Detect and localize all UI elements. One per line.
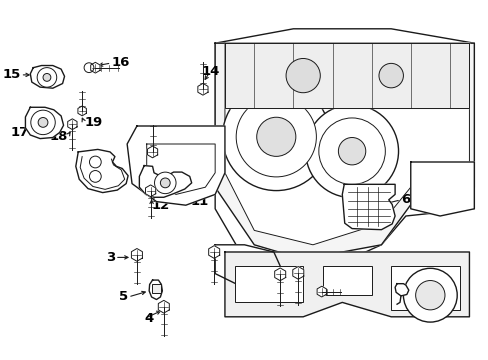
Text: 17: 17: [10, 126, 28, 139]
Text: 16: 16: [111, 57, 130, 69]
Polygon shape: [67, 119, 77, 130]
Polygon shape: [410, 162, 473, 216]
Polygon shape: [208, 246, 219, 258]
Polygon shape: [78, 106, 86, 116]
Circle shape: [318, 118, 385, 184]
Bar: [152, 284, 161, 293]
Polygon shape: [127, 126, 224, 205]
Text: 18: 18: [49, 130, 67, 143]
Circle shape: [31, 110, 55, 135]
Text: 3: 3: [105, 251, 115, 264]
Polygon shape: [224, 43, 468, 108]
Circle shape: [305, 105, 398, 198]
Polygon shape: [158, 300, 169, 313]
Circle shape: [222, 83, 329, 190]
Polygon shape: [215, 245, 283, 288]
Polygon shape: [274, 268, 285, 281]
Polygon shape: [139, 166, 191, 197]
Text: 14: 14: [201, 65, 219, 78]
Text: 8: 8: [293, 289, 302, 302]
Polygon shape: [215, 29, 473, 274]
Text: 2: 2: [244, 249, 253, 262]
Polygon shape: [198, 84, 207, 95]
Circle shape: [236, 97, 316, 177]
Circle shape: [285, 58, 320, 93]
Circle shape: [89, 171, 101, 182]
Polygon shape: [145, 185, 155, 197]
Polygon shape: [90, 62, 100, 73]
Text: 10: 10: [422, 284, 441, 297]
Circle shape: [89, 156, 101, 168]
Text: 6: 6: [400, 193, 409, 206]
Bar: [390, 266, 459, 310]
Circle shape: [43, 73, 51, 81]
Circle shape: [256, 117, 295, 156]
Text: 9: 9: [318, 296, 326, 309]
Polygon shape: [342, 184, 394, 230]
Text: 5: 5: [119, 291, 128, 303]
Circle shape: [403, 268, 456, 322]
Text: 11: 11: [190, 195, 208, 208]
Polygon shape: [316, 286, 326, 297]
Text: 4: 4: [144, 312, 153, 325]
Polygon shape: [76, 149, 128, 193]
Polygon shape: [224, 43, 468, 245]
Polygon shape: [394, 284, 408, 296]
Circle shape: [338, 138, 365, 165]
Text: 15: 15: [2, 68, 20, 81]
Circle shape: [37, 68, 57, 87]
Polygon shape: [147, 146, 157, 158]
Circle shape: [38, 117, 48, 127]
Polygon shape: [149, 280, 162, 300]
Text: 19: 19: [84, 116, 102, 129]
Circle shape: [84, 63, 94, 73]
Circle shape: [415, 280, 444, 310]
Text: 7: 7: [275, 289, 284, 302]
Bar: [234, 266, 303, 302]
Text: 13: 13: [142, 133, 161, 146]
Circle shape: [154, 172, 176, 194]
Circle shape: [160, 178, 170, 188]
Polygon shape: [224, 252, 468, 317]
Polygon shape: [30, 66, 64, 88]
Polygon shape: [215, 43, 473, 259]
Circle shape: [378, 63, 403, 88]
Text: 12: 12: [151, 199, 169, 212]
Polygon shape: [292, 266, 303, 279]
Bar: [322, 266, 371, 295]
Polygon shape: [131, 248, 142, 261]
Text: 1: 1: [76, 157, 85, 170]
Polygon shape: [25, 107, 63, 139]
